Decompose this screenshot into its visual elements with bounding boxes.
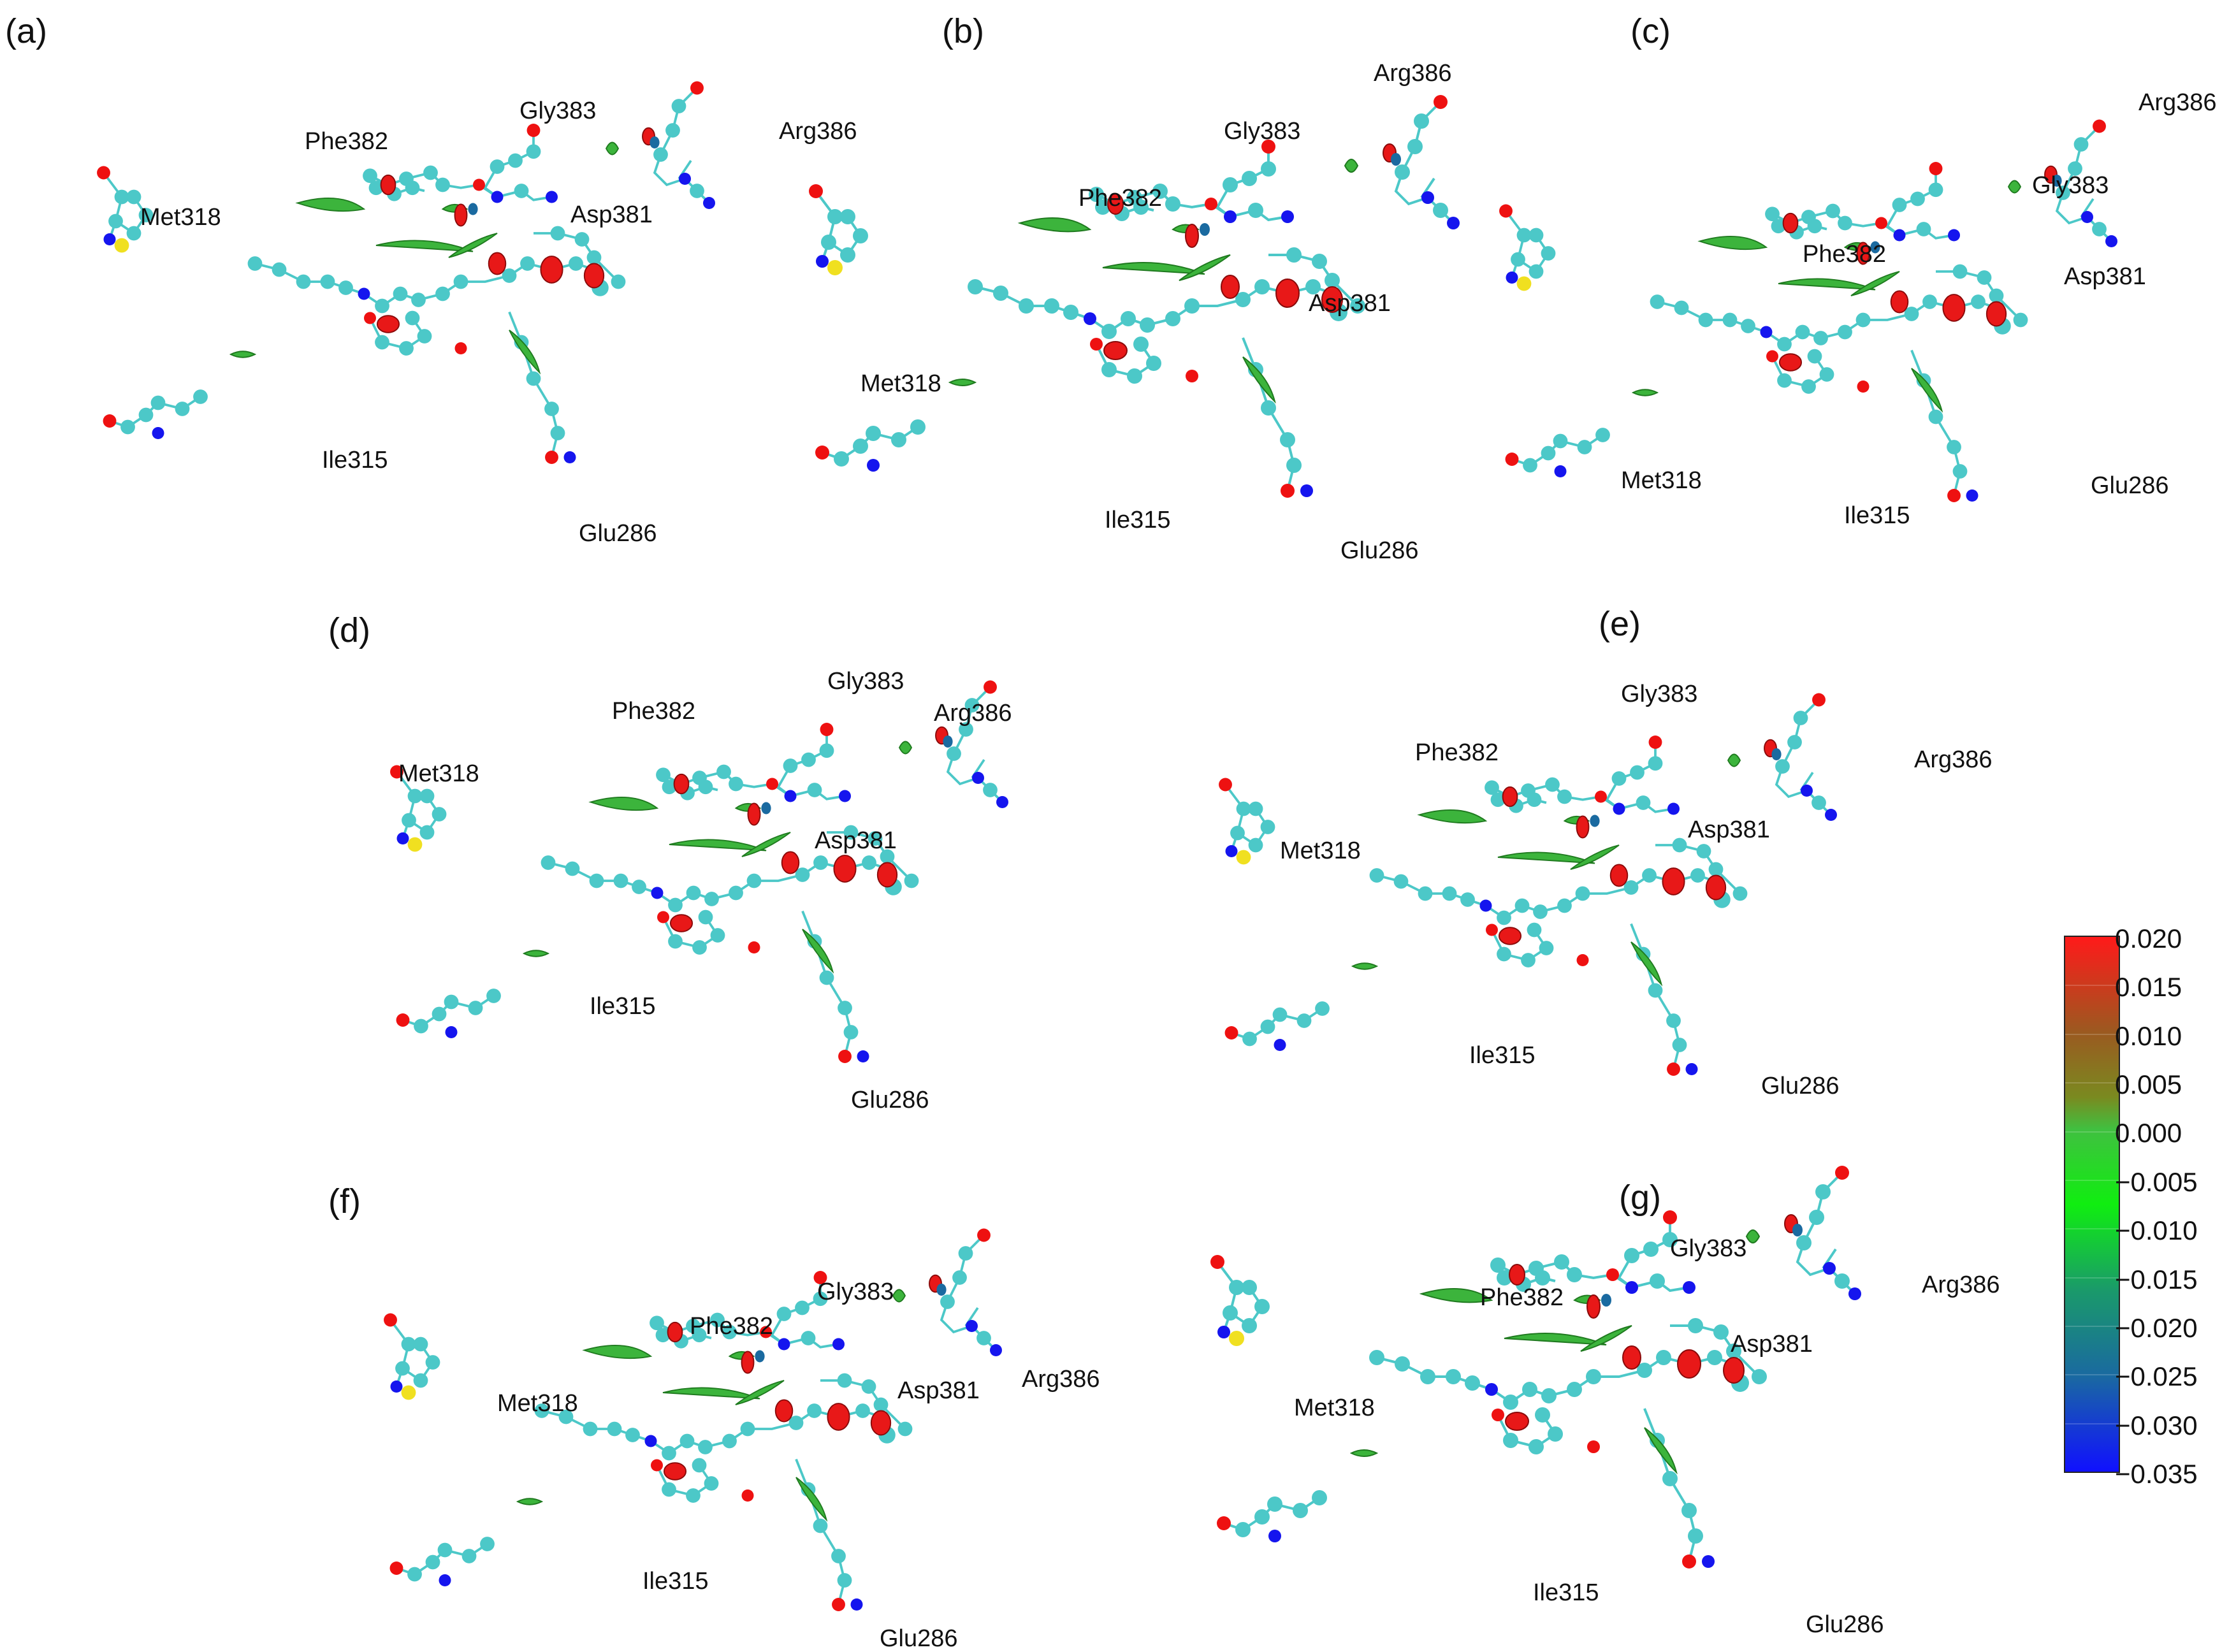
- panel-e-structure: [1217, 692, 1838, 1077]
- panel-c-structure: [1498, 118, 2119, 504]
- panel-b-structure: [808, 94, 1461, 499]
- colorbar-gradient: [2065, 937, 2119, 1472]
- panel-a-structure: [96, 80, 716, 465]
- panel-d-structure: [389, 679, 1010, 1064]
- colorbar-bands: [2065, 985, 2119, 1424]
- panel-f-structure: [382, 1227, 1003, 1612]
- panel-g-structure: [1209, 1164, 1862, 1570]
